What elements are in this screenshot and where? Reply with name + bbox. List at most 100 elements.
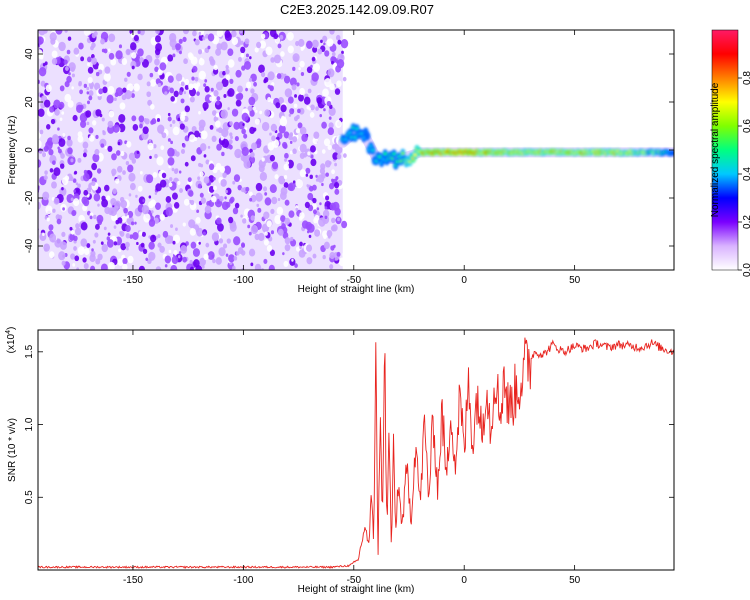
noise-speck [266, 245, 273, 252]
noise-speck [133, 83, 140, 92]
noise-speck [115, 150, 121, 156]
noise-speck [328, 122, 334, 129]
noise-speck [299, 60, 305, 68]
noise-speck [125, 232, 131, 239]
noise-speck [35, 45, 38, 49]
noise-speck [331, 60, 335, 65]
noise-speck [250, 215, 255, 221]
noise-speck [148, 195, 152, 199]
noise-speck [180, 148, 186, 154]
noise-speck [263, 78, 267, 84]
noise-speck [204, 94, 213, 104]
noise-speck [70, 197, 74, 202]
noise-speck [177, 117, 181, 122]
noise-speck [113, 225, 117, 229]
noise-speck [314, 214, 320, 222]
noise-speck [226, 238, 231, 244]
noise-speck [306, 66, 313, 74]
noise-speck [286, 32, 294, 41]
noise-speck [190, 155, 196, 162]
noise-speck [43, 145, 49, 152]
noise-speck [43, 99, 51, 108]
noise-speck [153, 144, 157, 149]
noise-speck [194, 85, 199, 91]
noise-speck [324, 77, 332, 88]
noise-speck [305, 167, 311, 174]
noise-speck [237, 184, 242, 191]
ridge-inner-blob [392, 152, 396, 156]
noise-speck [89, 254, 96, 263]
noise-speck [273, 33, 279, 40]
noise-speck [277, 43, 282, 49]
noise-speck [199, 171, 204, 177]
noise-speck [53, 167, 61, 177]
noise-speck [129, 234, 134, 239]
noise-speck [212, 185, 218, 191]
noise-speck [114, 92, 119, 98]
spectrogram-y-ticks: -40 -20 0 20 40 [24, 48, 674, 253]
noise-speck [159, 213, 165, 221]
noise-speck [230, 30, 237, 38]
noise-speck [269, 132, 272, 136]
noise-speck [108, 261, 115, 270]
noise-speck [107, 145, 113, 153]
noise-speck [203, 176, 210, 184]
noise-speck [66, 139, 73, 147]
noise-speck [182, 30, 190, 35]
noise-speck [170, 264, 178, 270]
noise-speck [328, 182, 335, 190]
x-tick-label: 50 [569, 275, 581, 286]
noise-speck [111, 153, 117, 161]
noise-speck [112, 188, 117, 194]
noise-speck [77, 157, 82, 163]
noise-speck [83, 189, 89, 196]
noise-speck [211, 232, 220, 242]
noise-speck [331, 178, 334, 183]
noise-speck [155, 35, 161, 43]
noise-speck [178, 170, 182, 174]
noise-speck [64, 93, 72, 103]
spectrogram-x-ticks: -150 -100 -50 0 50 [123, 30, 581, 286]
noise-speck [194, 137, 198, 142]
noise-speck [298, 249, 306, 258]
noise-speck [124, 213, 128, 217]
noise-speck [208, 163, 215, 171]
noise-speck [310, 158, 317, 167]
noise-speck [252, 106, 256, 111]
noise-speck [194, 76, 199, 82]
ridge-inner-blob [383, 152, 387, 156]
noise-speck [160, 145, 165, 151]
noise-speck [182, 143, 186, 148]
noise-speck [321, 149, 326, 154]
noise-speck [130, 60, 137, 69]
noise-speck [326, 230, 333, 238]
noise-speck [216, 199, 221, 205]
noise-speck [255, 182, 263, 192]
noise-speck [216, 128, 219, 132]
noise-speck [196, 82, 201, 87]
noise-speck [63, 59, 68, 65]
noise-speck [38, 108, 45, 118]
noise-speck [257, 207, 262, 213]
noise-speck [91, 42, 96, 49]
noise-speck [230, 135, 233, 140]
noise-speck [213, 90, 219, 97]
noise-speck [167, 138, 171, 142]
noise-speck [225, 74, 231, 81]
noise-speck [97, 253, 103, 261]
noise-speck [311, 39, 319, 49]
noise-speck [290, 236, 294, 242]
noise-speck [198, 119, 206, 129]
noise-speck [245, 53, 250, 58]
noise-speck [80, 120, 87, 128]
noise-speck [180, 245, 188, 254]
noise-speck [164, 255, 172, 264]
noise-speck [207, 33, 215, 42]
noise-speck [299, 241, 303, 247]
noise-speck [315, 106, 319, 111]
noise-speck [168, 165, 171, 169]
noise-speck [218, 247, 226, 257]
noise-speck [115, 50, 123, 60]
noise-speck [247, 224, 251, 229]
noise-speck [277, 197, 281, 201]
